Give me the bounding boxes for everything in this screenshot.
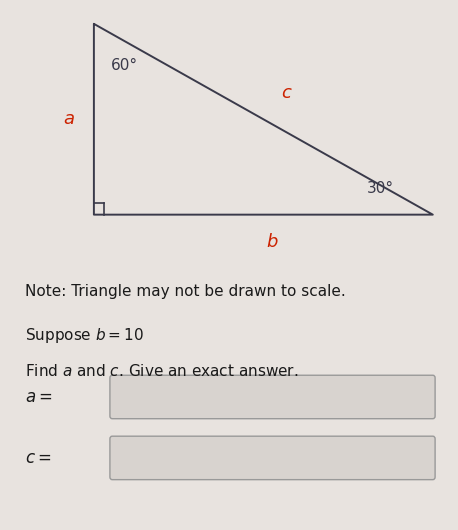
Text: b: b — [267, 233, 278, 251]
Text: $c =$: $c =$ — [25, 449, 52, 467]
Text: a: a — [63, 110, 74, 128]
Text: 30°: 30° — [366, 181, 393, 196]
Text: Find $a$ and $c$. Give an exact answer.: Find $a$ and $c$. Give an exact answer. — [25, 363, 299, 379]
FancyBboxPatch shape — [110, 375, 435, 419]
Text: $a =$: $a =$ — [25, 388, 53, 406]
FancyBboxPatch shape — [110, 436, 435, 480]
Text: c: c — [281, 84, 291, 102]
Text: 60°: 60° — [111, 58, 138, 73]
Text: Suppose $b = 10$: Suppose $b = 10$ — [25, 326, 144, 345]
Text: Note: Triangle may not be drawn to scale.: Note: Triangle may not be drawn to scale… — [25, 284, 346, 298]
